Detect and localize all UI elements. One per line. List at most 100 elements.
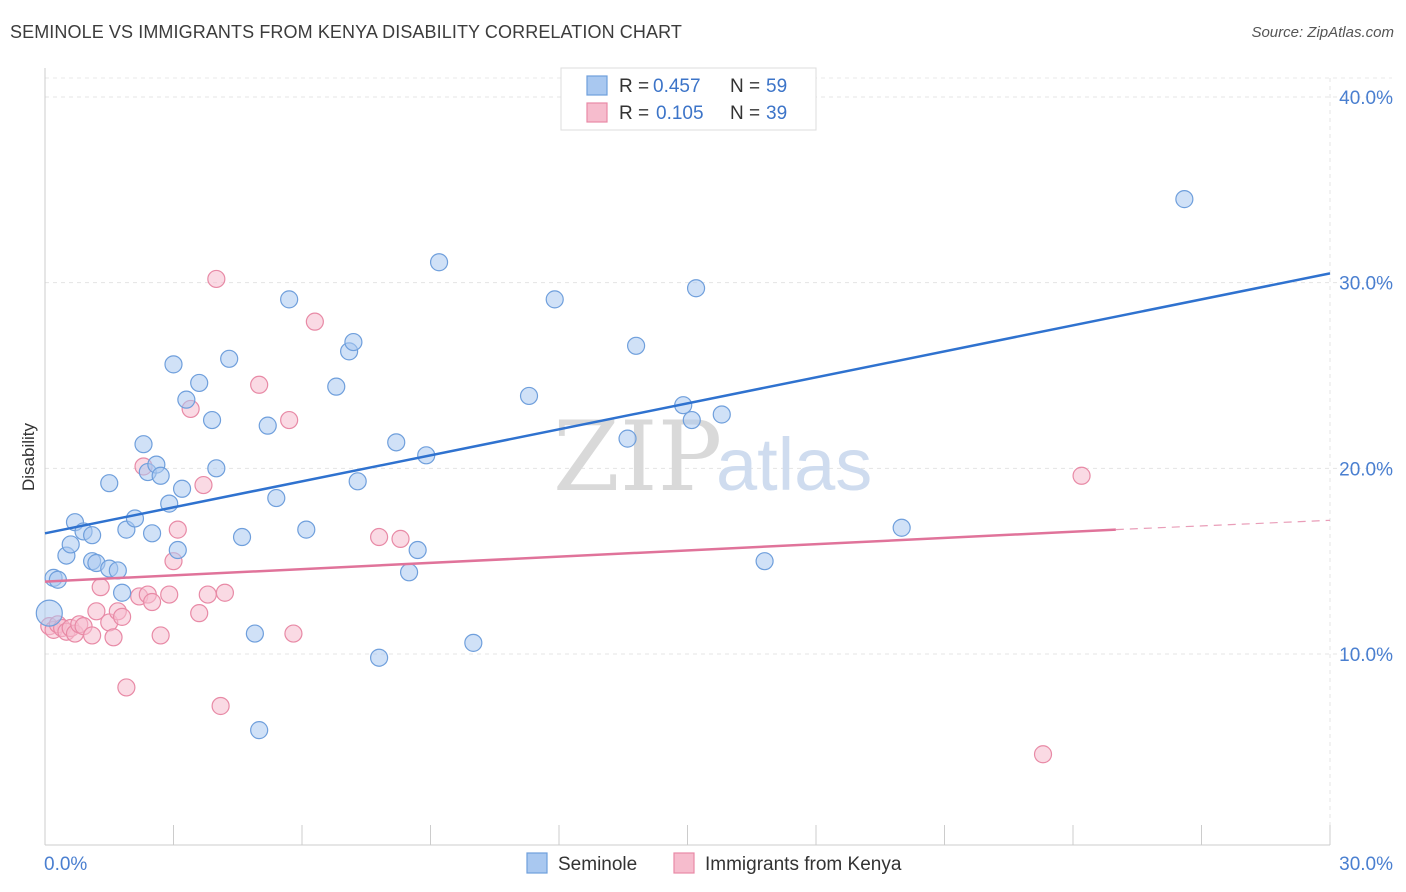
legend-seminole-r-label: R =	[619, 76, 649, 97]
kenya-point	[215, 583, 234, 602]
seminole-point	[108, 561, 127, 580]
kenya-point	[250, 375, 269, 394]
seminole-point	[344, 332, 363, 352]
seminole-point	[164, 355, 183, 374]
kenya-point	[91, 578, 110, 597]
seminole-point	[297, 520, 316, 539]
seminole-point	[177, 390, 196, 409]
kenya-point	[83, 626, 102, 645]
kenya-trend-line-extension	[1115, 519, 1331, 531]
kenya-point	[104, 628, 123, 647]
seminole-point	[626, 336, 646, 355]
seminole-point	[172, 479, 192, 498]
seminole-point	[686, 279, 706, 298]
seminole-point	[712, 405, 731, 424]
seminole-point	[892, 518, 911, 537]
seminole-point	[545, 290, 564, 309]
legend-seminole-n-value: 59	[766, 76, 787, 97]
axes	[44, 68, 1331, 846]
kenya-point	[198, 585, 217, 604]
legend-kenya-n-value: 39	[766, 103, 787, 124]
bottom-legend-seminole-swatch	[526, 852, 548, 874]
tick-labels: 10.0% 20.0% 30.0% 40.0% 0.0% 30.0%	[44, 88, 1393, 875]
seminole-point	[682, 410, 701, 430]
seminole-point	[245, 624, 264, 643]
seminole-point	[429, 253, 449, 272]
seminole-point	[618, 429, 637, 448]
legend-seminole-swatch	[586, 75, 608, 96]
seminole-point	[190, 373, 209, 393]
kenya-point	[190, 604, 209, 623]
bottom-legend-seminole-label: Seminole	[558, 854, 637, 875]
seminole-point	[142, 524, 162, 543]
seminole-point	[232, 527, 252, 547]
kenya-point	[87, 602, 106, 621]
kenya-point	[207, 269, 226, 289]
bottom-legend-kenya-swatch	[673, 852, 695, 874]
legend-seminole-r-value: 0.457	[653, 76, 701, 97]
seminole-point	[280, 290, 299, 309]
seminole-point	[220, 349, 239, 368]
kenya-point	[211, 696, 230, 716]
stats-legend: R = 0.457 N = 59 R = 0.105 N = 39	[560, 67, 817, 131]
seminole-point	[258, 416, 277, 435]
seminole-point	[207, 459, 226, 478]
x-tick-label-min: 0.0%	[44, 854, 87, 875]
seminole-point	[83, 526, 102, 545]
y-tick-label-40: 40.0%	[1339, 88, 1393, 109]
seminole-point	[408, 540, 427, 560]
kenya-point	[117, 678, 136, 697]
kenya-point	[280, 410, 299, 430]
seminole-point	[267, 488, 286, 508]
seminole-point	[519, 386, 539, 406]
y-tick-label-10: 10.0%	[1339, 645, 1393, 666]
kenya-point	[151, 626, 170, 645]
y-axis-label: Disability	[19, 422, 38, 491]
kenya-series	[40, 269, 1091, 764]
bottom-legend-kenya-label: Immigrants from Kenya	[705, 854, 902, 875]
legend-kenya-swatch	[586, 102, 608, 123]
kenya-trend-line	[44, 528, 1116, 583]
legend-seminole-n-label: N =	[730, 76, 760, 97]
kenya-point	[391, 529, 410, 548]
x-tick-label-max: 30.0%	[1339, 854, 1393, 875]
seminole-trend-line	[44, 272, 1331, 535]
seminole-point	[100, 474, 119, 493]
y-tick-label-20: 20.0%	[1339, 459, 1393, 480]
kenya-point	[142, 592, 162, 612]
seminole-point	[327, 377, 346, 396]
kenya-point	[305, 312, 324, 331]
kenya-point	[168, 520, 187, 539]
seminole-point	[202, 410, 222, 430]
seminole-point	[151, 466, 170, 485]
y-tick-label-30: 30.0%	[1339, 274, 1393, 295]
kenya-point	[370, 527, 389, 547]
legend-kenya-n-label: N =	[730, 103, 760, 124]
kenya-point	[1033, 745, 1053, 764]
seminole-point	[168, 540, 187, 560]
seminole-point	[399, 563, 419, 582]
series-legend: Seminole Immigrants from Kenya	[526, 852, 902, 875]
legend-kenya-r-label: R =	[619, 103, 649, 124]
seminole-point	[387, 433, 406, 452]
legend-kenya-r-value: 0.105	[656, 103, 704, 124]
trend-lines	[44, 272, 1331, 583]
seminole-point	[134, 435, 153, 454]
seminole-point	[35, 599, 63, 627]
kenya-point	[1072, 466, 1091, 485]
watermark-atlas: atlas	[716, 423, 872, 506]
watermark: ZIP atlas	[553, 401, 872, 513]
seminole-point	[125, 509, 145, 528]
seminole-point	[370, 648, 389, 667]
chart-title: SEMINOLE VS IMMIGRANTS FROM KENYA DISABI…	[10, 22, 682, 42]
seminole-point	[112, 583, 132, 602]
seminole-series	[35, 190, 1194, 740]
seminole-point	[755, 552, 774, 571]
kenya-point	[194, 475, 213, 495]
kenya-point	[112, 607, 132, 626]
seminole-point	[1175, 190, 1194, 209]
seminole-point	[61, 535, 80, 554]
kenya-point	[284, 624, 303, 643]
source-label: Source: ZipAtlas.com	[1251, 24, 1394, 41]
